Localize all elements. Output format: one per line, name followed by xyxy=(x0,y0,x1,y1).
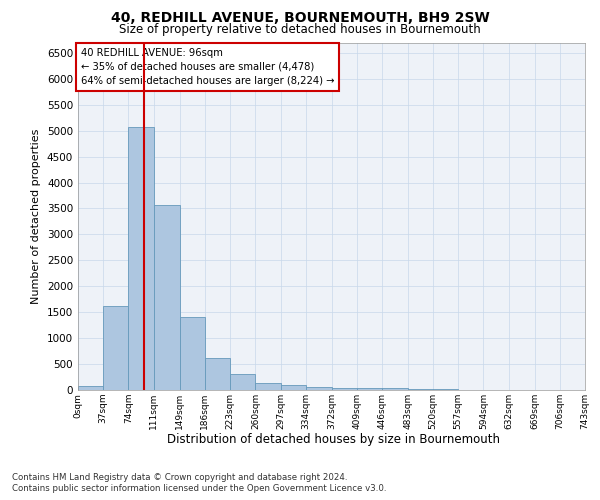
Bar xyxy=(357,388,382,390)
Bar xyxy=(332,388,357,390)
Bar xyxy=(230,374,256,390)
Text: 40, REDHILL AVENUE, BOURNEMOUTH, BH9 2SW: 40, REDHILL AVENUE, BOURNEMOUTH, BH9 2SW xyxy=(110,11,490,25)
Bar xyxy=(128,127,154,390)
Y-axis label: Number of detached properties: Number of detached properties xyxy=(31,128,41,304)
Bar xyxy=(256,382,281,390)
Bar xyxy=(154,204,179,390)
Text: Contains public sector information licensed under the Open Government Licence v3: Contains public sector information licen… xyxy=(12,484,386,493)
Text: Distribution of detached houses by size in Bournemouth: Distribution of detached houses by size … xyxy=(167,432,500,446)
Bar xyxy=(78,386,103,390)
Text: Size of property relative to detached houses in Bournemouth: Size of property relative to detached ho… xyxy=(119,22,481,36)
Bar xyxy=(281,386,306,390)
Bar xyxy=(306,387,332,390)
Bar xyxy=(179,318,205,390)
Bar xyxy=(407,389,433,390)
Bar xyxy=(382,388,407,390)
Bar xyxy=(103,306,128,390)
Text: Contains HM Land Registry data © Crown copyright and database right 2024.: Contains HM Land Registry data © Crown c… xyxy=(12,472,347,482)
Bar xyxy=(205,358,230,390)
Text: 40 REDHILL AVENUE: 96sqm
← 35% of detached houses are smaller (4,478)
64% of sem: 40 REDHILL AVENUE: 96sqm ← 35% of detach… xyxy=(80,48,334,86)
